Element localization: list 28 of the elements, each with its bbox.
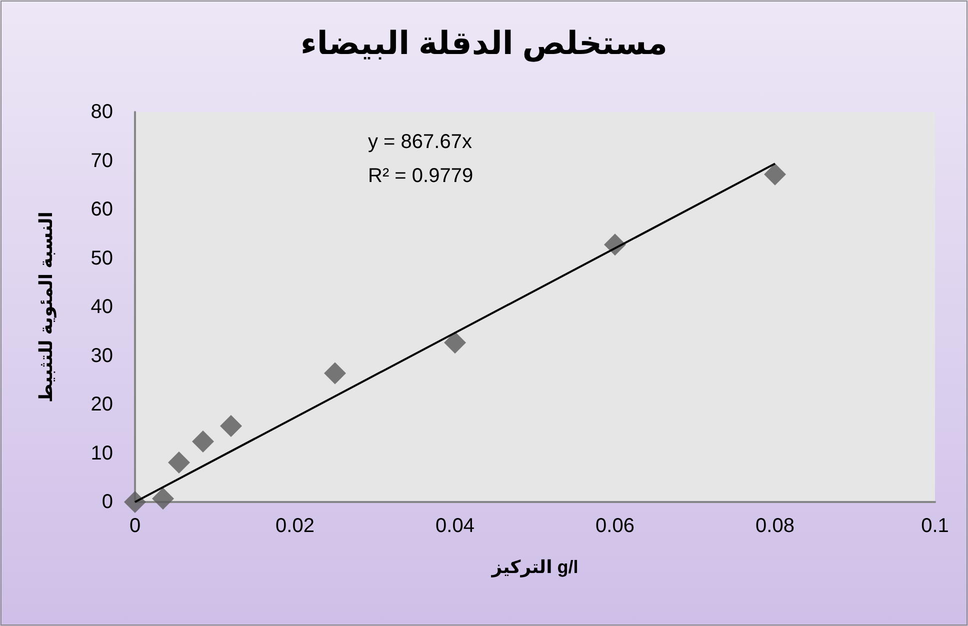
x-axis-title: التركيز g/l (490, 557, 578, 578)
point (764, 163, 786, 186)
y-tick-label: 60 (90, 198, 113, 220)
x-tick-label: 0.08 (756, 515, 794, 537)
x-tick-label: 0.06 (596, 515, 634, 537)
y-axis-title: النسبة المئوية للتثبيط (36, 212, 57, 402)
y-tick-label: 30 (90, 344, 113, 367)
point (192, 430, 214, 453)
x-tick-label: 0.02 (276, 515, 314, 537)
y-tick-label: 20 (90, 394, 113, 416)
point (220, 414, 242, 437)
y-tick-label: 40 (90, 296, 113, 318)
point (152, 488, 174, 510)
annotation: R² = 0.9779 (368, 165, 474, 187)
y-tick-label: 70 (90, 150, 113, 172)
point (444, 332, 466, 354)
x-tick-label: 0.04 (436, 515, 474, 537)
annotation: y = 867.67x (368, 131, 472, 153)
point (124, 491, 146, 513)
y-tick-label: 10 (90, 442, 113, 464)
point (168, 452, 190, 474)
y-tick-label: 80 (90, 101, 113, 123)
y-tick-label: 50 (90, 247, 113, 270)
x-tick-label: 0 (129, 515, 141, 537)
x-tick-label: 0.1 (921, 515, 949, 537)
y-tick-label: 0 (102, 491, 113, 513)
point (324, 362, 346, 384)
chart-title: مستخلص الدقلة البيضاء (300, 25, 668, 62)
